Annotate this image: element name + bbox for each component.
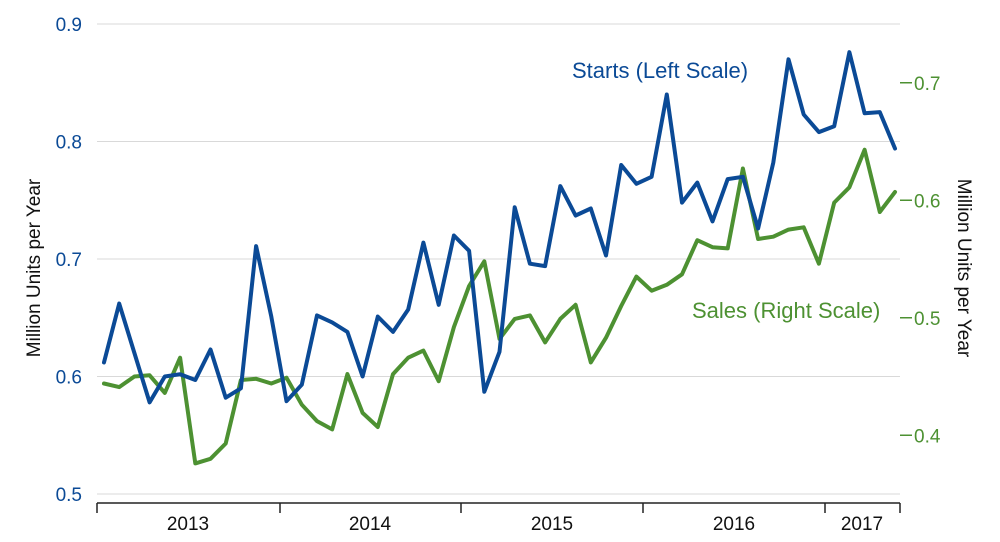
right-tick-label: 0.4 [914, 426, 941, 447]
x-tick-label: 2013 [167, 514, 209, 535]
left-tick-label: 0.5 [56, 485, 82, 506]
left-tick-label: 0.7 [56, 250, 82, 271]
left-axis-ticks: 0.5 0.6 0.7 0.8 0.9 [56, 15, 82, 506]
right-tick-label: 0.7 [914, 74, 940, 95]
sales-series-label: Sales (Right Scale) [692, 298, 880, 323]
series-line-starts [102, 50, 897, 405]
right-tick-label: 0.5 [914, 309, 940, 330]
right-axis-ticks: 0.4 0.5 0.6 0.7 [900, 74, 941, 447]
right-axis-title: Million Units per Year [953, 179, 974, 358]
x-axis-ticks [96, 503, 901, 513]
gridlines [97, 23, 900, 495]
starts-series-label: Starts (Left Scale) [572, 58, 748, 83]
x-tick-label: 2014 [349, 514, 392, 535]
left-tick-label: 0.8 [56, 133, 82, 154]
series-lines [102, 50, 897, 466]
x-tick-label: 2015 [531, 514, 573, 535]
left-tick-label: 0.6 [56, 368, 82, 389]
left-axis-title: Million Units per Year [24, 178, 45, 357]
x-tick-label: 2016 [713, 514, 755, 535]
x-axis-labels: 2013 2014 2015 2016 2017 [167, 514, 883, 535]
x-tick-label: 2017 [841, 514, 883, 535]
left-tick-label: 0.9 [56, 15, 82, 36]
right-tick-label: 0.6 [914, 191, 940, 212]
